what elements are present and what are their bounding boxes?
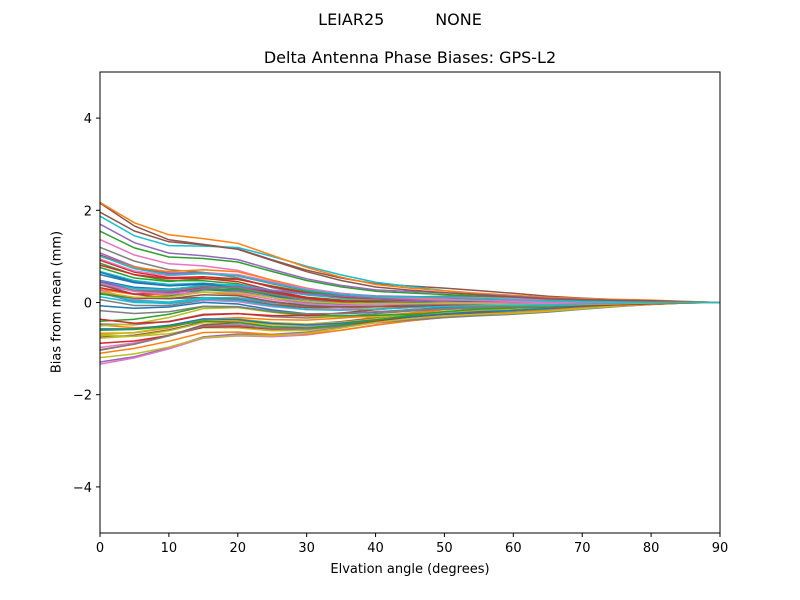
x-tick-label: 0 bbox=[96, 541, 104, 556]
x-tick-label: 30 bbox=[298, 541, 315, 556]
x-axis-label: Elvation angle (degrees) bbox=[330, 562, 490, 577]
x-axis-ticks: 0 10 20 30 40 50 60 70 80 90 bbox=[96, 533, 728, 556]
series-line bbox=[100, 296, 720, 312]
y-axis-ticks: −4 −2 0 2 4 bbox=[73, 112, 100, 496]
series-line bbox=[100, 201, 720, 304]
x-tick-label: 50 bbox=[436, 541, 453, 556]
x-tick-label: 10 bbox=[161, 541, 178, 556]
y-tick-label: 2 bbox=[84, 204, 92, 219]
y-tick-label: 4 bbox=[84, 112, 92, 127]
antenna-name: LEIAR25 bbox=[318, 10, 385, 29]
radome-name: NONE bbox=[435, 10, 482, 29]
x-tick-label: 80 bbox=[643, 541, 660, 556]
y-tick-label: 0 bbox=[84, 297, 92, 312]
suptitle: LEIAR25 NONE bbox=[0, 10, 800, 29]
y-axis-label: Bias from mean (mm) bbox=[49, 230, 65, 374]
y-tick-label: −4 bbox=[73, 481, 92, 496]
x-tick-label: 60 bbox=[505, 541, 522, 556]
y-tick-label: −2 bbox=[73, 389, 92, 404]
x-tick-label: 70 bbox=[574, 541, 591, 556]
series-line bbox=[100, 255, 720, 304]
x-tick-label: 20 bbox=[230, 541, 247, 556]
x-tick-label: 90 bbox=[712, 541, 729, 556]
x-tick-label: 40 bbox=[367, 541, 384, 556]
chart-title: Delta Antenna Phase Biases: GPS-L2 bbox=[263, 48, 557, 67]
series-line bbox=[100, 301, 720, 359]
series-line bbox=[100, 211, 720, 304]
series-lines bbox=[100, 201, 720, 365]
